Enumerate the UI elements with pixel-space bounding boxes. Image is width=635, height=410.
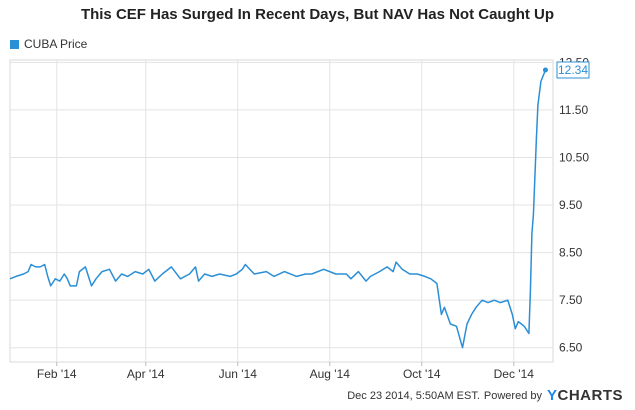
- legend-label: CUBA Price: [24, 37, 88, 51]
- footer-powered-by: Powered by: [483, 389, 542, 402]
- legend[interactable]: CUBA Price: [10, 37, 87, 51]
- footer-timestamp: Dec 23 2014, 5:50AM EST.: [347, 389, 480, 402]
- x-tick-label: Dec '14: [494, 367, 535, 381]
- x-tick-label: Feb '14: [37, 367, 77, 381]
- y-tick-label: 10.50: [559, 150, 589, 164]
- y-tick-label: 9.50: [559, 198, 583, 212]
- ycharts-logo-text: CHARTS: [557, 387, 623, 404]
- ycharts-logo-mark: Y: [546, 387, 558, 404]
- last-value-dot: [542, 67, 548, 73]
- last-value-label: 12.34: [558, 63, 588, 77]
- ycharts-logo[interactable]: YCHARTS: [547, 387, 623, 404]
- y-tick-label: 8.50: [559, 246, 583, 260]
- x-tick-label: Apr '14: [127, 367, 165, 381]
- legend-swatch: [10, 39, 19, 49]
- y-tick-label: 11.50: [559, 103, 588, 117]
- x-tick-label: Jun '14: [219, 367, 258, 381]
- chart-title: This CEF Has Surged In Recent Days, But …: [80, 6, 555, 23]
- y-tick-label: 7.50: [559, 293, 583, 307]
- last-value-box: [556, 61, 590, 79]
- x-tick-label: Aug '14: [310, 367, 351, 381]
- y-tick-label: 6.50: [559, 341, 583, 355]
- x-tick-label: Oct '14: [403, 367, 441, 381]
- footer: Dec 23 2014, 5:50AM EST. Powered by YCHA…: [347, 387, 623, 404]
- plot-area: [9, 59, 554, 363]
- series-line-cuba-price: [9, 69, 547, 349]
